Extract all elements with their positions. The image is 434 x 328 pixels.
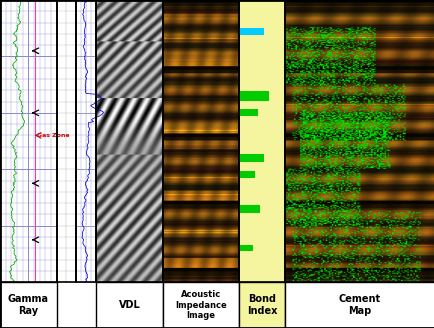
Bar bbox=[239, 28, 264, 34]
Bar bbox=[239, 245, 253, 251]
Bar bbox=[76, 0, 95, 282]
Text: VDL: VDL bbox=[118, 300, 140, 310]
Bar bbox=[95, 0, 163, 282]
Text: Bond
Index: Bond Index bbox=[247, 294, 276, 316]
Bar bbox=[163, 0, 239, 282]
Bar bbox=[284, 282, 434, 328]
Bar bbox=[56, 0, 76, 282]
Bar bbox=[239, 0, 284, 282]
Bar bbox=[239, 109, 257, 116]
Text: Acoustic
Impedance
Image: Acoustic Impedance Image bbox=[175, 290, 227, 320]
Bar bbox=[0, 0, 56, 282]
Bar bbox=[239, 282, 284, 328]
Text: Gamma
Ray: Gamma Ray bbox=[8, 294, 49, 316]
Text: Gas Zone: Gas Zone bbox=[37, 133, 70, 138]
Bar bbox=[239, 205, 259, 213]
Bar bbox=[163, 282, 239, 328]
Bar bbox=[239, 171, 255, 178]
Bar bbox=[0, 0, 56, 282]
Bar bbox=[239, 154, 264, 162]
Bar bbox=[0, 282, 56, 328]
Bar bbox=[76, 0, 95, 282]
Bar bbox=[56, 0, 76, 282]
Bar bbox=[95, 282, 163, 328]
Text: Cement
Map: Cement Map bbox=[338, 294, 380, 316]
Bar bbox=[239, 0, 284, 282]
Bar bbox=[239, 91, 268, 101]
Bar bbox=[284, 0, 434, 282]
